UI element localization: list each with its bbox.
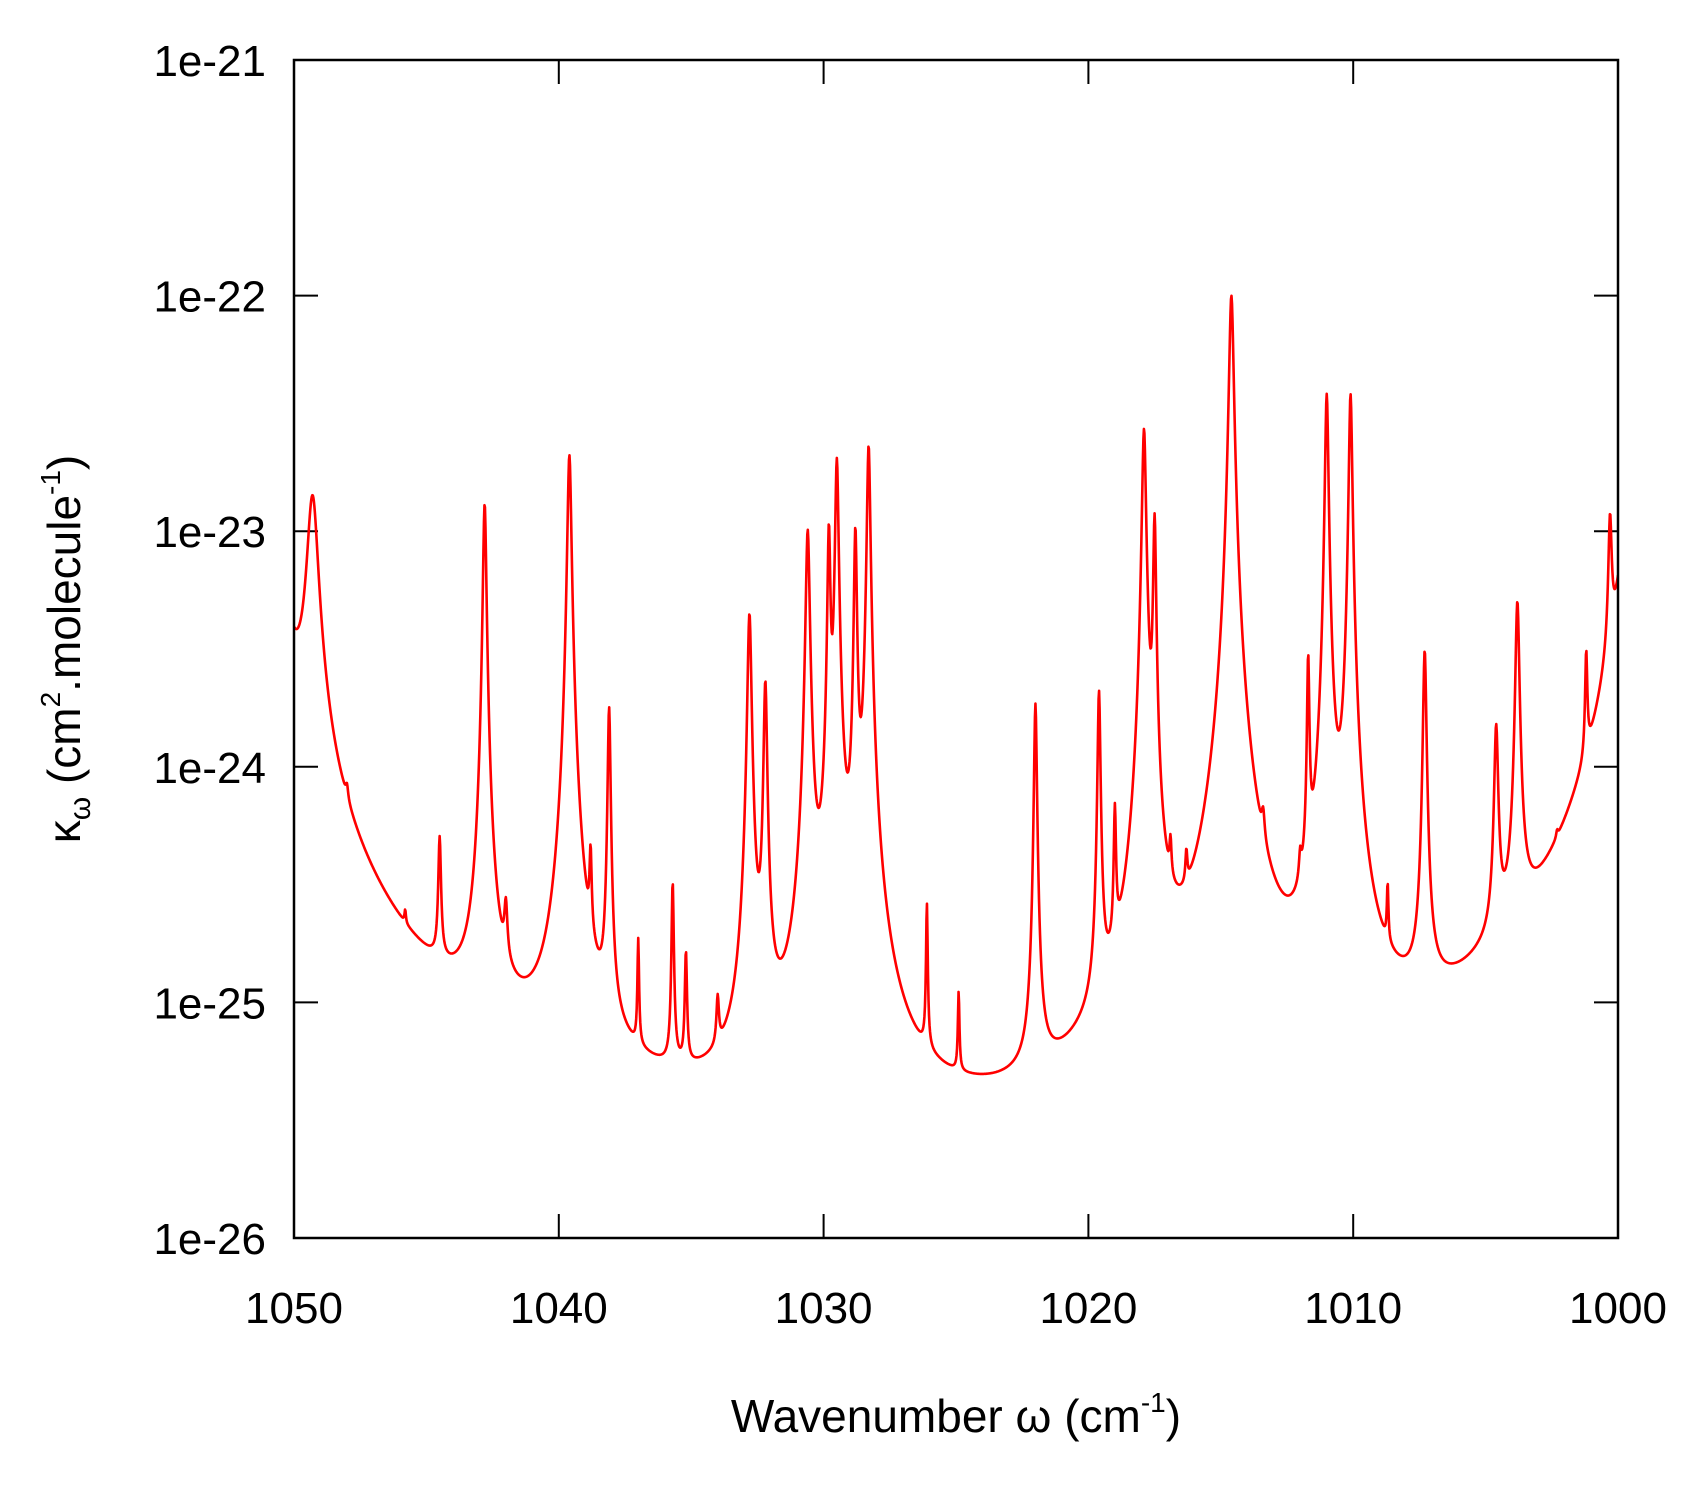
- x-tick-label: 1000: [1569, 1284, 1667, 1333]
- y-axis-title-kappa: κ: [38, 819, 90, 843]
- y-tick-label: 1e-21: [153, 37, 266, 86]
- x-axis-title-base: Wavenumber ω (cm: [731, 1390, 1141, 1442]
- y-tick-label: 1e-25: [153, 979, 266, 1028]
- x-tick-label: 1040: [510, 1284, 608, 1333]
- y-tick-label: 1e-22: [153, 273, 266, 322]
- y-axis-title-sub: ω: [64, 797, 97, 820]
- axis-tick-labels: 1050 1040 1030 1020 1010 1000 1e-21 1e-22 1e-23 1…: [153, 37, 1666, 1333]
- y-axis-title-sup2: -1: [35, 470, 66, 495]
- y-axis-title-mid: (cm: [38, 707, 90, 796]
- x-axis-title: Wavenumber ω (cm-1): [731, 1387, 1181, 1442]
- x-tick-label: 1010: [1304, 1284, 1402, 1333]
- x-axis-title-sup: -1: [1141, 1387, 1166, 1418]
- y-tick-label: 1e-26: [153, 1215, 266, 1264]
- y-axis-title-mid2: .molecule: [38, 495, 90, 692]
- series-line: [294, 294, 1618, 1076]
- x-tick-label: 1030: [775, 1284, 873, 1333]
- x-tick-label: 1020: [1039, 1284, 1137, 1333]
- y-axis-title: κω (cm2.molecule-1): [35, 455, 97, 844]
- x-tick-label: 1050: [245, 1284, 343, 1333]
- y-tick-label: 1e-23: [153, 508, 266, 557]
- x-axis-title-tail: ): [1166, 1390, 1181, 1442]
- y-axis-title-sup1: 2: [35, 692, 66, 708]
- y-tick-label: 1e-24: [153, 744, 266, 793]
- plot-frame: [292, 58, 1620, 1240]
- y-axis-title-tail: ): [38, 455, 90, 470]
